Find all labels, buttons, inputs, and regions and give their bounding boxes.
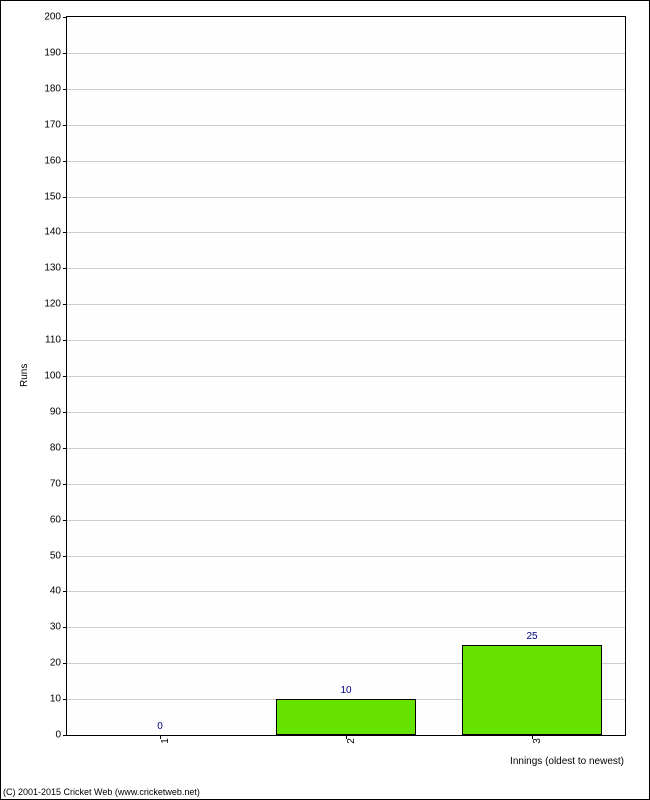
y-tick-label: 200 [44, 12, 61, 23]
bar-value-label: 10 [340, 685, 351, 696]
gridline [67, 376, 625, 377]
y-tick [63, 161, 67, 162]
y-tick [63, 89, 67, 90]
gridline [67, 412, 625, 413]
gridline [67, 448, 625, 449]
y-tick [63, 484, 67, 485]
gridline [67, 591, 625, 592]
gridline [67, 89, 625, 90]
y-tick [63, 448, 67, 449]
y-tick-label: 40 [50, 586, 61, 597]
y-tick-label: 50 [50, 550, 61, 561]
y-tick-label: 180 [44, 83, 61, 94]
y-tick-label: 150 [44, 191, 61, 202]
y-tick [63, 556, 67, 557]
y-tick-label: 100 [44, 371, 61, 382]
y-tick-label: 130 [44, 263, 61, 274]
gridline [67, 340, 625, 341]
y-tick [63, 304, 67, 305]
x-tick-label: 2 [346, 738, 357, 744]
gridline [67, 627, 625, 628]
y-tick [63, 735, 67, 736]
gridline [67, 520, 625, 521]
y-tick [63, 591, 67, 592]
plot-area: 0102030405060708090100110120130140150160… [66, 16, 626, 736]
gridline [67, 197, 625, 198]
gridline [67, 268, 625, 269]
chart-container: 0102030405060708090100110120130140150160… [0, 0, 650, 800]
y-tick-label: 170 [44, 119, 61, 130]
y-tick [63, 232, 67, 233]
y-tick-label: 70 [50, 478, 61, 489]
bar-value-label: 0 [157, 721, 163, 732]
y-tick-label: 140 [44, 227, 61, 238]
gridline [67, 125, 625, 126]
y-tick [63, 340, 67, 341]
y-tick-label: 110 [45, 335, 61, 346]
gridline [67, 232, 625, 233]
y-tick [63, 53, 67, 54]
y-tick [63, 17, 67, 18]
y-tick-label: 60 [50, 514, 61, 525]
copyright-text: (C) 2001-2015 Cricket Web (www.cricketwe… [3, 787, 200, 797]
gridline [67, 556, 625, 557]
y-tick [63, 197, 67, 198]
y-tick-label: 20 [50, 658, 61, 669]
gridline [67, 161, 625, 162]
y-tick-label: 10 [50, 694, 61, 705]
y-tick-label: 90 [50, 406, 61, 417]
x-tick-label: 3 [532, 738, 543, 744]
y-tick [63, 520, 67, 521]
y-axis-title: Runs [19, 364, 30, 387]
y-tick [63, 125, 67, 126]
gridline [67, 304, 625, 305]
y-tick-label: 30 [50, 622, 61, 633]
y-tick-label: 160 [44, 155, 61, 166]
y-tick [63, 627, 67, 628]
bar [462, 645, 602, 735]
gridline [67, 53, 625, 54]
y-tick [63, 412, 67, 413]
y-tick-label: 190 [44, 47, 61, 58]
y-tick [63, 663, 67, 664]
bar-value-label: 25 [526, 631, 537, 642]
x-axis-title: Innings (oldest to newest) [510, 756, 624, 767]
bar [276, 699, 416, 735]
gridline [67, 484, 625, 485]
y-tick [63, 376, 67, 377]
y-tick-label: 80 [50, 442, 61, 453]
y-tick [63, 268, 67, 269]
y-tick [63, 699, 67, 700]
y-tick-label: 120 [44, 299, 61, 310]
x-tick-label: 1 [160, 738, 171, 744]
y-tick-label: 0 [55, 730, 61, 741]
